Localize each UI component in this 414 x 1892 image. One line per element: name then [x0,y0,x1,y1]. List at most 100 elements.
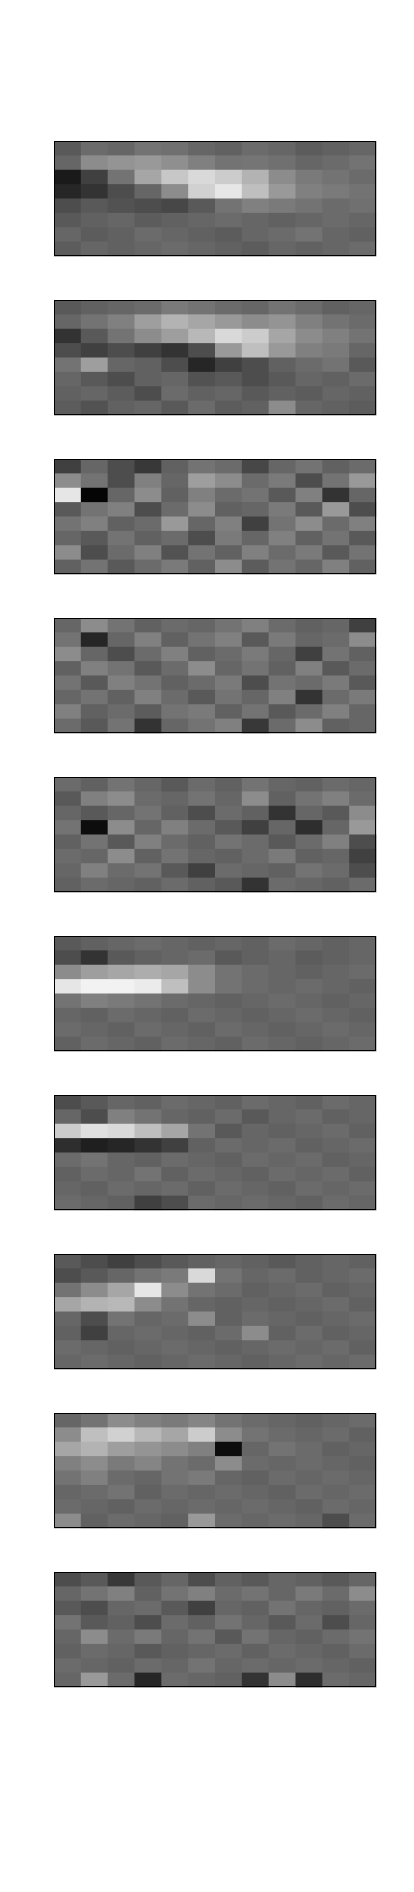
heatmap-cell [107,1282,135,1298]
heatmap-cell [349,1195,377,1211]
heatmap-cell [349,834,377,850]
heatmap-cell [107,1036,135,1052]
heatmap-cell [215,459,243,474]
heatmap-cell [54,1095,82,1110]
heatmap-cell [80,1166,109,1182]
heatmap-cell [295,1325,323,1341]
heatmap-cell [188,473,216,489]
heatmap-cell [215,1152,243,1168]
heatmap-cell [268,141,296,156]
heatmap-cell [295,1268,323,1284]
heatmap-cell [134,1484,162,1500]
heatmap-cell [161,1600,189,1616]
heatmap-cell [349,1572,377,1587]
heatmap-cell [134,1600,162,1616]
heatmap-cell [161,1109,189,1125]
heatmap-cell [54,559,82,575]
heatmap-cell [107,516,135,532]
heatmap-cell [268,198,296,214]
heatmap-cell [349,227,377,243]
heatmap-cell [107,459,135,474]
heatmap-cell [322,1427,350,1443]
heatmap-cell [241,1629,270,1645]
heatmap-cell [54,1123,82,1139]
heatmap-cell [215,1413,243,1428]
heatmap-cell [54,141,82,156]
heatmap-cell [107,993,135,1009]
heatmap-cell [322,1123,350,1139]
heatmap-cell [241,950,270,966]
heatmap-cell [215,950,243,966]
heatmap-cell [188,169,216,185]
heatmap-cell [215,1311,243,1327]
heatmap-cell [54,343,82,358]
heatmap-cell [107,1427,135,1443]
heatmap-cell [322,1181,350,1197]
heatmap-cell [107,1022,135,1038]
heatmap-cell [161,979,189,994]
heatmap-cell [80,400,109,416]
heatmap-cell [134,618,162,633]
heatmap-cell [80,559,109,575]
heatmap-cell [54,834,82,850]
heatmap-cell [295,545,323,561]
heatmap-cell [80,516,109,532]
heatmap-cell [322,1311,350,1327]
heatmap-cell [215,1441,243,1457]
heatmap-cell [215,704,243,720]
heatmap-cell [54,1109,82,1125]
heatmap-cell [241,1513,270,1529]
heatmap-cell [161,530,189,546]
heatmap-panel-10 [54,1572,377,1688]
heatmap-cell [134,487,162,503]
heatmap-cell [107,791,135,807]
heatmap-cell [161,343,189,358]
heatmap-cell [188,877,216,893]
heatmap-cell [268,1484,296,1500]
heatmap-cell [268,1413,296,1428]
heatmap-cell [54,979,82,994]
heatmap-cell [295,1311,323,1327]
axes-frame [54,618,376,733]
heatmap-cell [107,1095,135,1110]
heatmap-cell [268,632,296,648]
heatmap-cell [349,1629,377,1645]
heatmap-cell [322,386,350,402]
heatmap-cell [349,618,377,633]
heatmap-cell [80,1268,109,1284]
heatmap-cell [188,1007,216,1023]
heatmap-cell [349,632,377,648]
heatmap-cell [188,1325,216,1341]
heatmap-cell [161,777,189,792]
heatmap-cell [349,1456,377,1471]
heatmap-cell [134,979,162,994]
heatmap-cell [241,212,270,228]
heatmap-cell [80,877,109,893]
heatmap-cell [161,950,189,966]
heatmap-cell [107,487,135,503]
heatmap-cell [188,371,216,387]
heatmap-cell [241,184,270,199]
heatmap-cell [322,1138,350,1153]
heatmap-cell [107,689,135,705]
heatmap-cell [54,357,82,373]
heatmap-cell [107,559,135,575]
heatmap-cell [215,1572,243,1587]
heatmap-cell [80,141,109,156]
heatmap-cell [134,1340,162,1356]
heatmap-cell [80,1643,109,1659]
heatmap-cell [161,675,189,691]
heatmap-cell [161,1513,189,1529]
heatmap-cell [134,1413,162,1428]
heatmap-cell [134,357,162,373]
heatmap-cell [161,545,189,561]
heatmap-cell [215,141,243,156]
heatmap-cell [134,459,162,474]
heatmap-cell [268,473,296,489]
heatmap-cell [295,169,323,185]
heatmap-cell [349,300,377,315]
heatmap-cell [215,805,243,821]
heatmap-cell [161,848,189,864]
heatmap-cell [322,1152,350,1168]
heatmap-cell [295,632,323,648]
